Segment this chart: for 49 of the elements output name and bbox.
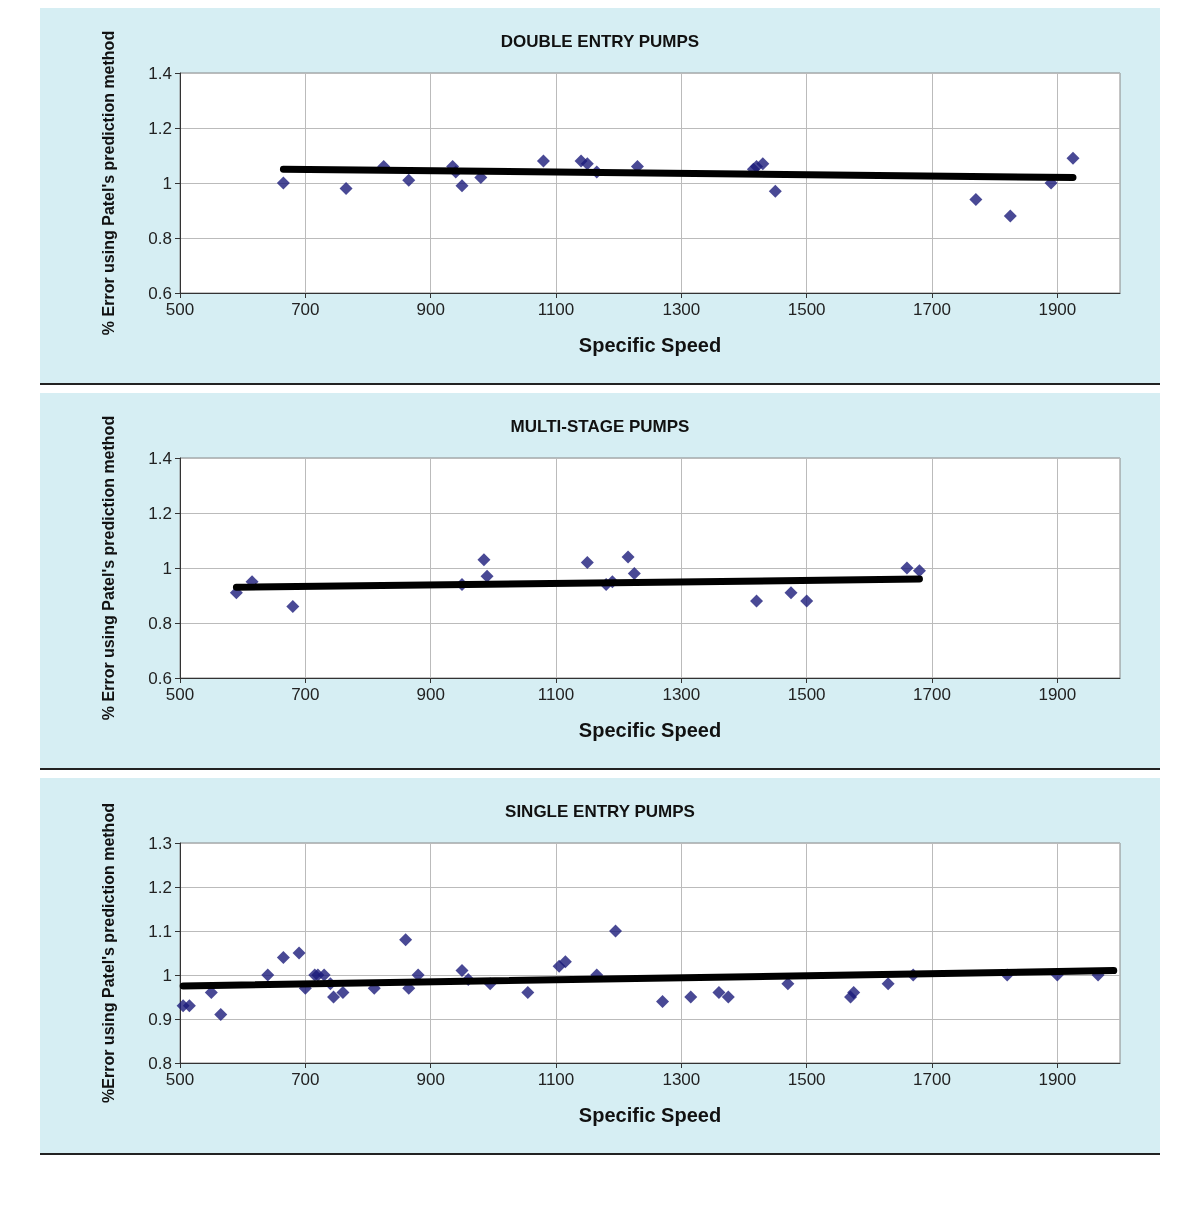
x-tick-label: 1900 <box>1038 300 1077 319</box>
y-tick-label: 1.2 <box>148 877 172 897</box>
chart-title: DOUBLE ENTRY PUMPS <box>500 32 700 51</box>
x-tick-label: 700 <box>291 300 320 319</box>
x-tick-label: 1300 <box>662 300 701 319</box>
y-tick-label: 1.4 <box>148 63 172 83</box>
y-tick-label: 0.8 <box>148 1053 172 1073</box>
y-tick-label: 0.8 <box>148 613 172 633</box>
y-tick-label: 0.6 <box>148 283 172 303</box>
y-tick-label: 1.3 <box>148 833 172 853</box>
y-tick-label: 1 <box>162 173 172 193</box>
x-tick-label: 1300 <box>662 1070 701 1089</box>
x-tick-label: 500 <box>165 1070 195 1089</box>
x-tick-label: 1300 <box>662 685 701 704</box>
y-tick-label: 1 <box>162 558 172 578</box>
chart-title: MULTI-STAGE PUMPS <box>510 417 690 436</box>
x-axis-title: Specific Speed <box>578 1104 722 1126</box>
chart-title: SINGLE ENTRY PUMPS <box>505 802 695 821</box>
y-tick-label: 1.2 <box>148 118 172 138</box>
x-axis-title: Specific Speed <box>578 334 722 356</box>
x-tick-label: 900 <box>416 1070 445 1089</box>
x-tick-label: 1900 <box>1038 1070 1077 1089</box>
y-tick-label: 0.8 <box>148 228 172 248</box>
y-axis-title: %Error using Patel's prediction method <box>99 803 117 1103</box>
x-tick-label: 900 <box>416 300 445 319</box>
x-tick-label: 1500 <box>787 1070 826 1089</box>
x-tick-label: 700 <box>291 1070 320 1089</box>
x-tick-label: 900 <box>416 685 445 704</box>
x-tick-label: 1100 <box>537 685 575 704</box>
x-tick-label: 1700 <box>913 1070 951 1089</box>
x-tick-label: 1500 <box>787 685 826 704</box>
x-tick-label: 1700 <box>913 300 951 319</box>
x-tick-label: 500 <box>165 685 195 704</box>
y-axis-title: % Error using Patel's prediction method <box>99 415 117 721</box>
y-tick-label: 1 <box>162 965 172 985</box>
x-tick-label: 1100 <box>537 300 575 319</box>
x-tick-label: 1100 <box>537 1070 575 1089</box>
x-axis-title: Specific Speed <box>578 719 722 741</box>
x-tick-label: 500 <box>165 300 195 319</box>
y-tick-label: 0.6 <box>148 668 172 688</box>
x-tick-label: 700 <box>291 685 320 704</box>
y-tick-label: 1.4 <box>148 448 172 468</box>
y-axis-title: % Error using Patel's prediction method <box>99 30 117 336</box>
x-tick-label: 1900 <box>1038 685 1077 704</box>
x-tick-label: 1700 <box>913 685 951 704</box>
y-tick-label: 0.9 <box>148 1009 172 1029</box>
y-tick-label: 1.2 <box>148 503 172 523</box>
x-tick-label: 1500 <box>787 300 826 319</box>
y-tick-label: 1.1 <box>148 921 172 941</box>
